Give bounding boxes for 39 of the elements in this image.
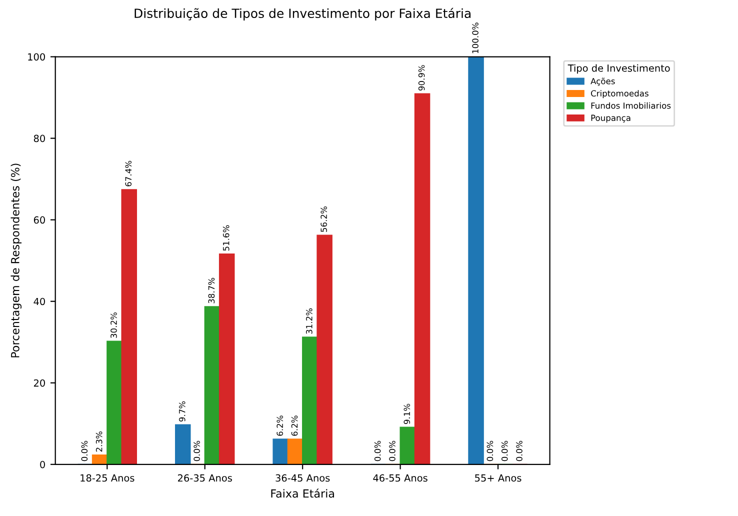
data-label: 6.2% — [276, 416, 284, 436]
x-tick-label: 18-25 Anos — [80, 474, 134, 482]
data-label: 0.0% — [81, 440, 88, 462]
legend-title: Tipo de Investimento — [568, 64, 670, 74]
data-label: 100.0% — [472, 22, 478, 54]
chart-title: Distribuição de Tipos de Investimento por Faixa Etária — [134, 8, 471, 20]
data-label: 67.4% — [125, 160, 132, 186]
y-tick-label: 0 — [40, 460, 45, 468]
x-tick-label: 26-35 Anos — [178, 474, 232, 482]
y-axis-title: Porcentagem de Respondentes (%) — [10, 164, 22, 358]
y-tick-label: 100 — [28, 53, 45, 61]
x-tick-label: 55+ Anos — [475, 474, 522, 482]
data-label: 9.7% — [178, 401, 186, 422]
data-label: 0.0% — [194, 440, 200, 462]
data-label: 9.1% — [404, 404, 410, 424]
x-tick-label: 36-45 Anos — [276, 474, 330, 482]
legend-label: Criptomoedas — [591, 90, 648, 98]
legend-label: Ações — [590, 78, 615, 86]
data-label: 0.0% — [516, 440, 522, 462]
y-tick-label: 20 — [34, 379, 45, 387]
y-tick-label: 80 — [34, 134, 45, 142]
y-tick-label: 40 — [34, 298, 45, 306]
data-label: 0.0% — [486, 440, 494, 462]
data-label: 31.2% — [306, 308, 312, 334]
y-tick-label: 60 — [34, 216, 45, 224]
data-label: 30.2% — [110, 312, 117, 338]
data-label: 51.6% — [222, 225, 230, 251]
data-label: 38.7% — [208, 278, 215, 304]
data-label: 2.3% — [96, 432, 102, 452]
data-label: 0.0% — [389, 440, 396, 462]
legend-label: Fundos Imobiliarios — [591, 102, 671, 109]
data-label: 0.0% — [501, 440, 508, 462]
data-label: 0.0% — [374, 440, 381, 462]
x-axis-title: Faixa Etária — [271, 488, 334, 498]
data-label: 56.2% — [320, 206, 327, 232]
data-label: 90.9% — [418, 65, 425, 91]
x-tick-label: 46-55 Anos — [373, 474, 428, 482]
legend-label: Poupança — [591, 114, 630, 123]
data-label: 6.2% — [291, 416, 298, 436]
